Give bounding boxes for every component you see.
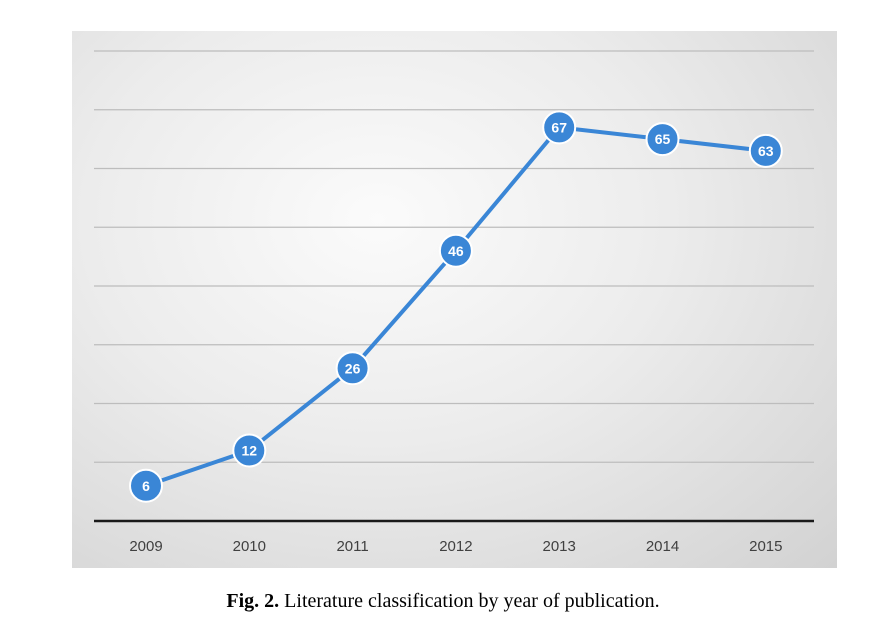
figure-label: Fig. 2. [226,590,280,612]
line-chart: 2009 2010 2011 2012 2013 2014 2015 6 12 26 46 67 65 6… [94,50,814,555]
figure-caption-text: Literature classification by year of pub… [279,590,660,612]
x-tick-label: 2011 [336,538,368,555]
data-point [438,233,473,268]
figure-caption: Fig. 2. Literature classification by yea… [0,590,886,613]
x-tick-label: 2012 [439,538,472,555]
x-tick-label: 2010 [233,538,266,555]
data-label: 6 [142,478,150,494]
data-point [748,133,783,168]
data-label: 46 [448,243,464,259]
x-tick-label: 2009 [129,538,162,555]
data-point [645,122,680,157]
x-tick-label: 2015 [749,538,782,555]
data-label: 67 [551,119,567,135]
x-tick-label: 2013 [543,538,576,555]
data-label: 65 [655,131,671,147]
data-label: 63 [758,143,774,159]
data-point [129,468,163,503]
chart-panel: 2009 2010 2011 2012 2013 2014 2015 6 12 26 46 67 65 6… [72,31,837,568]
series-line [145,125,767,488]
data-label: 12 [242,443,258,459]
data-point [232,433,267,468]
x-tick-label: 2014 [646,538,679,555]
data-point [542,110,577,145]
data-point [335,351,370,386]
data-label: 26 [345,360,361,376]
